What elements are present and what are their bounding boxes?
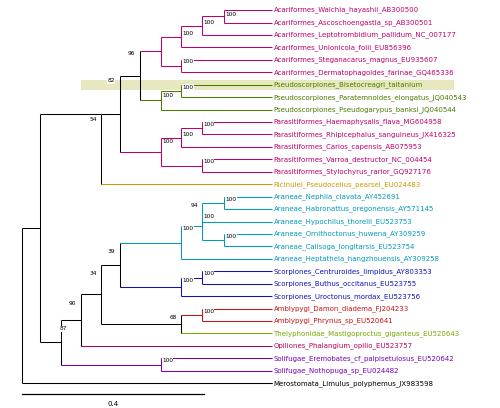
Text: Acariformes_Leptotrombidium_pallidum_NC_007177: Acariformes_Leptotrombidium_pallidum_NC_… — [274, 31, 456, 38]
Text: 100: 100 — [226, 12, 237, 17]
Text: 100: 100 — [182, 31, 194, 36]
Text: 100: 100 — [203, 271, 214, 276]
Text: 54: 54 — [89, 118, 96, 122]
Text: Acariformes_Unionicola_folii_EU856396: Acariformes_Unionicola_folii_EU856396 — [274, 44, 411, 51]
Text: Scorpiones_Centruroides_limpidus_AY803353: Scorpiones_Centruroides_limpidus_AY80335… — [274, 268, 432, 275]
Text: 0.4: 0.4 — [108, 401, 118, 407]
Text: Acariformes_Dermatophagoides_farinae_GQ465336: Acariformes_Dermatophagoides_farinae_GQ4… — [274, 69, 454, 75]
Text: Ricinulei_Pseudocellus_pearsei_EU024483: Ricinulei_Pseudocellus_pearsei_EU024483 — [274, 181, 421, 188]
Text: Acariformes_Steganacarus_magnus_EU935607: Acariformes_Steganacarus_magnus_EU935607 — [274, 56, 438, 63]
Text: 100: 100 — [203, 308, 214, 314]
Text: Amblypygi_Damon_diadema_FJ204233: Amblypygi_Damon_diadema_FJ204233 — [274, 305, 408, 312]
Text: 39: 39 — [108, 249, 115, 254]
Text: 100: 100 — [203, 160, 214, 164]
Text: 100: 100 — [182, 85, 194, 90]
Text: Araneae_Nephila_clavata_AY452691: Araneae_Nephila_clavata_AY452691 — [274, 193, 400, 200]
Text: Araneae_Habronattus_oregonensis_AY571145: Araneae_Habronattus_oregonensis_AY571145 — [274, 206, 434, 213]
Text: Araneae_Hypochilus_thorelli_EU523753: Araneae_Hypochilus_thorelli_EU523753 — [274, 218, 412, 225]
Text: 100: 100 — [226, 234, 237, 239]
Text: Araneae_Heptathela_hangzhouensis_AY309258: Araneae_Heptathela_hangzhouensis_AY30925… — [274, 255, 440, 262]
Text: Parasitiformes_Rhipicephalus_sanguineus_JX416325: Parasitiformes_Rhipicephalus_sanguineus_… — [274, 131, 456, 138]
Text: Acariformes_Walchia_hayashii_AB300500: Acariformes_Walchia_hayashii_AB300500 — [274, 7, 418, 13]
Text: Scorpiones_Buthus_occitanus_EU523755: Scorpiones_Buthus_occitanus_EU523755 — [274, 280, 416, 287]
Text: Opiliones_Phalangium_opilio_EU523757: Opiliones_Phalangium_opilio_EU523757 — [274, 343, 412, 349]
Text: 100: 100 — [162, 93, 173, 98]
Text: 34: 34 — [89, 271, 96, 276]
Text: 100: 100 — [182, 226, 194, 231]
Text: 100: 100 — [182, 278, 194, 283]
Text: Acariformes_Ascoschoengastia_sp_AB300501: Acariformes_Ascoschoengastia_sp_AB300501 — [274, 19, 433, 26]
Text: Solifugae_Eremobates_cf_palpisetulosus_EU520642: Solifugae_Eremobates_cf_palpisetulosus_E… — [274, 355, 454, 362]
Text: Parasitiformes_Stylochyrus_rarior_GQ927176: Parasitiformes_Stylochyrus_rarior_GQ9271… — [274, 169, 432, 175]
Text: Thelyphonidae_Mastigoproctus_giganteus_EU520643: Thelyphonidae_Mastigoproctus_giganteus_E… — [274, 330, 460, 337]
Text: 100: 100 — [203, 122, 214, 127]
Text: Scorpiones_Uroctonus_mordax_EU523756: Scorpiones_Uroctonus_mordax_EU523756 — [274, 293, 420, 299]
Text: 100: 100 — [203, 20, 214, 25]
Bar — [81, 80, 454, 90]
Text: 100: 100 — [182, 59, 194, 64]
Text: 82: 82 — [108, 78, 115, 83]
Text: Amblypygi_Phrynus_sp_EU520641: Amblypygi_Phrynus_sp_EU520641 — [274, 318, 393, 324]
Text: 96: 96 — [128, 51, 135, 55]
Text: 100: 100 — [203, 214, 214, 219]
Text: 100: 100 — [182, 132, 194, 137]
Text: 100: 100 — [162, 358, 173, 364]
Text: 68: 68 — [170, 315, 177, 320]
Text: Solifugae_Nothopuga_sp_EU024482: Solifugae_Nothopuga_sp_EU024482 — [274, 368, 399, 374]
Text: 90: 90 — [68, 301, 76, 306]
Text: Merostomata_Limulus_polyphemus_JX983598: Merostomata_Limulus_polyphemus_JX983598 — [274, 380, 434, 387]
Text: 87: 87 — [60, 326, 67, 331]
Text: Pseudoscorpiones_Bisetocreagri_taitanium: Pseudoscorpiones_Bisetocreagri_taitanium — [274, 81, 423, 88]
Text: Parasitiformes_Varroa_destructor_NC_004454: Parasitiformes_Varroa_destructor_NC_0044… — [274, 156, 432, 163]
Text: 94: 94 — [190, 204, 198, 208]
Text: 100: 100 — [226, 197, 237, 202]
Text: Parasitiformes_Haemaphysalis_flava_MG604958: Parasitiformes_Haemaphysalis_flava_MG604… — [274, 119, 442, 125]
Text: Pseudoscorpiones_Pseudogarypus_banksi_JQ040544: Pseudoscorpiones_Pseudogarypus_banksi_JQ… — [274, 106, 456, 113]
Text: Parasitiformes_Carios_capensis_AB075953: Parasitiformes_Carios_capensis_AB075953 — [274, 144, 422, 150]
Text: Pseudoscorpiones_Paratemnoides_elongatus_JQ040543: Pseudoscorpiones_Paratemnoides_elongatus… — [274, 94, 467, 100]
Text: Araneae_Ornithoctonus_huwena_AY309259: Araneae_Ornithoctonus_huwena_AY309259 — [274, 231, 426, 237]
Text: Araneae_Calisoga_longitarsis_EU523754: Araneae_Calisoga_longitarsis_EU523754 — [274, 243, 415, 250]
Text: 100: 100 — [162, 139, 173, 144]
